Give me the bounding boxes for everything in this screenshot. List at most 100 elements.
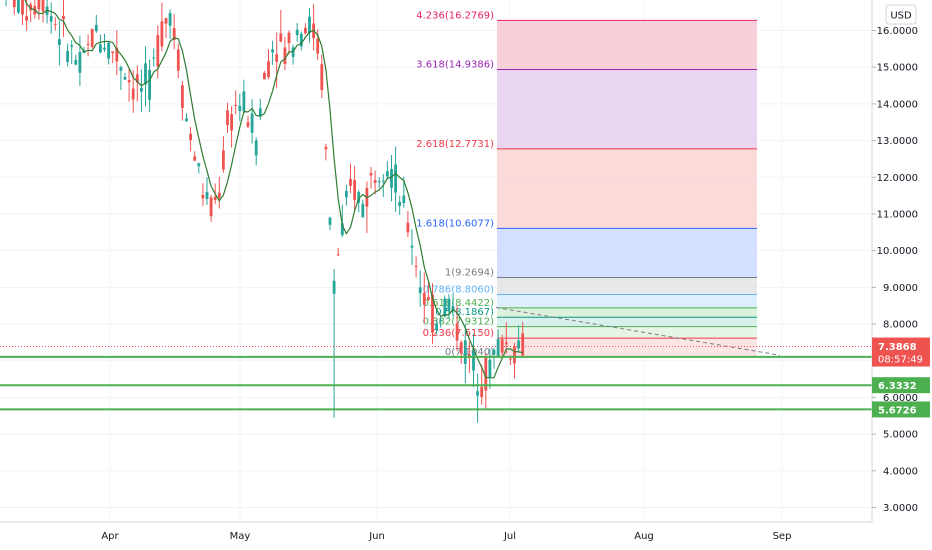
candle-body — [271, 49, 274, 53]
candle-body — [295, 29, 299, 36]
candle-body — [390, 168, 393, 188]
candle-body — [422, 292, 426, 305]
candle-body — [439, 320, 443, 322]
candle-body — [160, 21, 164, 47]
candle-body — [70, 44, 74, 47]
candle-body — [258, 108, 262, 117]
candle-body — [521, 333, 525, 356]
candle-body — [17, 0, 20, 13]
candle-body — [148, 69, 151, 100]
price-tick-label: 15.0000 — [877, 63, 918, 74]
candle-body — [168, 13, 172, 26]
candle-body — [328, 217, 332, 225]
candle-body — [234, 104, 238, 106]
candle-body — [513, 346, 516, 364]
candle-body — [509, 358, 512, 360]
candle-body — [504, 342, 508, 345]
candle-body — [496, 339, 500, 357]
fib-band — [497, 294, 757, 308]
moving-average-line — [24, 0, 523, 379]
candle-body — [164, 18, 168, 24]
price-tick-label: 5.0000 — [883, 430, 918, 441]
currency-badge[interactable] — [885, 4, 917, 25]
candle-body — [320, 64, 324, 91]
candle-body — [246, 122, 250, 127]
time-tick-label: Apr — [101, 531, 119, 542]
candle-body — [62, 16, 65, 20]
candle-body — [279, 33, 283, 42]
fib-band — [497, 307, 757, 318]
fibonacci-extension[interactable]: 4.236(16.2769) 3.618(14.9386) 2.618(12.773… — [416, 10, 757, 358]
candle-body — [86, 43, 90, 45]
price-tick-label: 3.0000 — [883, 503, 918, 514]
candle-body — [373, 180, 377, 183]
candle-body — [53, 23, 57, 25]
fib-band — [497, 69, 757, 149]
candle-body — [176, 49, 180, 71]
candle-body — [21, 0, 24, 15]
fib-level-label: 1(9.2694) — [445, 267, 494, 278]
fib-level-label: 1.618(10.6077) — [416, 218, 494, 229]
price-tick-label: 4.0000 — [883, 466, 918, 477]
candle-body — [455, 323, 459, 341]
candle-body — [299, 33, 303, 47]
last-price-tag — [872, 337, 930, 367]
candle-body — [377, 181, 381, 183]
candle-body — [205, 191, 209, 200]
candle-body — [275, 54, 279, 62]
price-tick-label: 9.0000 — [883, 283, 918, 294]
price-tick-label: 6.0000 — [883, 393, 918, 404]
candle-body — [41, 0, 45, 12]
candle-body — [451, 305, 455, 312]
candle-body — [135, 74, 139, 83]
candle-body — [209, 197, 213, 217]
trend-line[interactable] — [495, 307, 781, 356]
candle-body — [308, 16, 311, 34]
candle-body — [119, 67, 123, 71]
fib-level-label: 2.618(12.7731) — [416, 139, 494, 150]
time-tick-label: Jun — [368, 531, 385, 542]
price-scale[interactable] — [872, 0, 932, 522]
candle-body — [238, 105, 242, 112]
candle-body — [201, 195, 205, 199]
candle-body — [181, 85, 184, 108]
horizontal-levels[interactable] — [0, 355, 872, 411]
candle-body — [316, 38, 320, 54]
candle-body — [349, 179, 352, 186]
time-tick-label: Sep — [773, 531, 792, 542]
fib-level-label: 0.786(8.8060) — [423, 284, 495, 295]
candle-body — [463, 340, 467, 364]
time-scale[interactable] — [0, 522, 872, 550]
candle-body — [99, 44, 102, 53]
fib-band — [497, 338, 757, 357]
candle-body — [361, 203, 365, 218]
candle-body — [304, 27, 307, 34]
candle-body — [197, 163, 201, 167]
candle-body — [242, 91, 246, 112]
candle-body — [37, 0, 41, 10]
candle-body — [123, 76, 127, 80]
candle-body — [144, 63, 147, 85]
price-tick-label: 14.0000 — [877, 99, 918, 110]
candle-body — [263, 72, 266, 80]
candle-body — [427, 296, 430, 300]
candle-body — [369, 172, 373, 176]
candle-body — [500, 339, 504, 353]
candle-body — [140, 87, 143, 92]
candle-body — [345, 190, 348, 198]
candle-body — [340, 223, 344, 236]
candle-body — [213, 196, 217, 201]
candle-body — [156, 35, 160, 67]
level-price-tag — [872, 401, 930, 418]
time-tick-label: May — [230, 531, 251, 542]
candle-body — [414, 266, 418, 268]
candle-body — [131, 88, 135, 100]
bar-countdown: 08:57:49 — [878, 355, 923, 366]
candle-body — [267, 61, 270, 78]
candle-body — [443, 298, 447, 317]
candle-body — [254, 140, 258, 156]
fib-band — [497, 277, 757, 295]
price-tick-label: 16.0000 — [877, 26, 918, 37]
candle-body — [287, 32, 291, 44]
